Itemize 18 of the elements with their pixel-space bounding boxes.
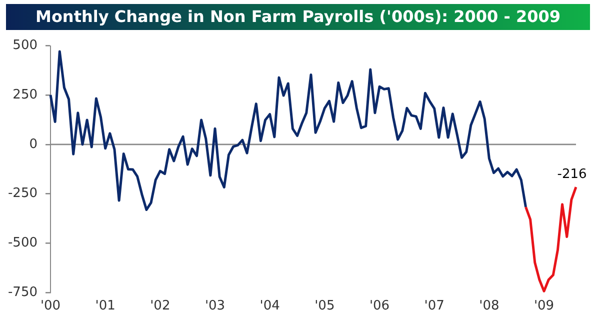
chart-title: Monthly Change in Non Farm Payrolls ('000s): 2000 - 2009 bbox=[6, 4, 590, 30]
x-tick-label: '02 bbox=[150, 298, 170, 314]
x-tick-label: '06 bbox=[369, 298, 390, 314]
x-tick-label: '05 bbox=[314, 298, 335, 314]
x-tick-label: '03 bbox=[204, 298, 226, 314]
x-tick-label: '09 bbox=[534, 298, 554, 314]
y-tick-label: -500 bbox=[8, 235, 38, 250]
x-tick-label: '04 bbox=[260, 298, 280, 314]
y-tick-label: 250 bbox=[12, 87, 38, 102]
y-tick-label: -250 bbox=[8, 186, 38, 202]
y-tick-label: 0 bbox=[29, 136, 38, 152]
x-tick-label: '08 bbox=[479, 298, 500, 314]
x-tick-label: '07 bbox=[424, 298, 444, 314]
x-tick-label: '00 bbox=[40, 298, 61, 314]
y-tick-label: 500 bbox=[12, 38, 38, 54]
x-tick-label: '01 bbox=[95, 298, 116, 314]
y-tick-label: -750 bbox=[8, 284, 38, 300]
data-label: -216 bbox=[557, 166, 587, 182]
